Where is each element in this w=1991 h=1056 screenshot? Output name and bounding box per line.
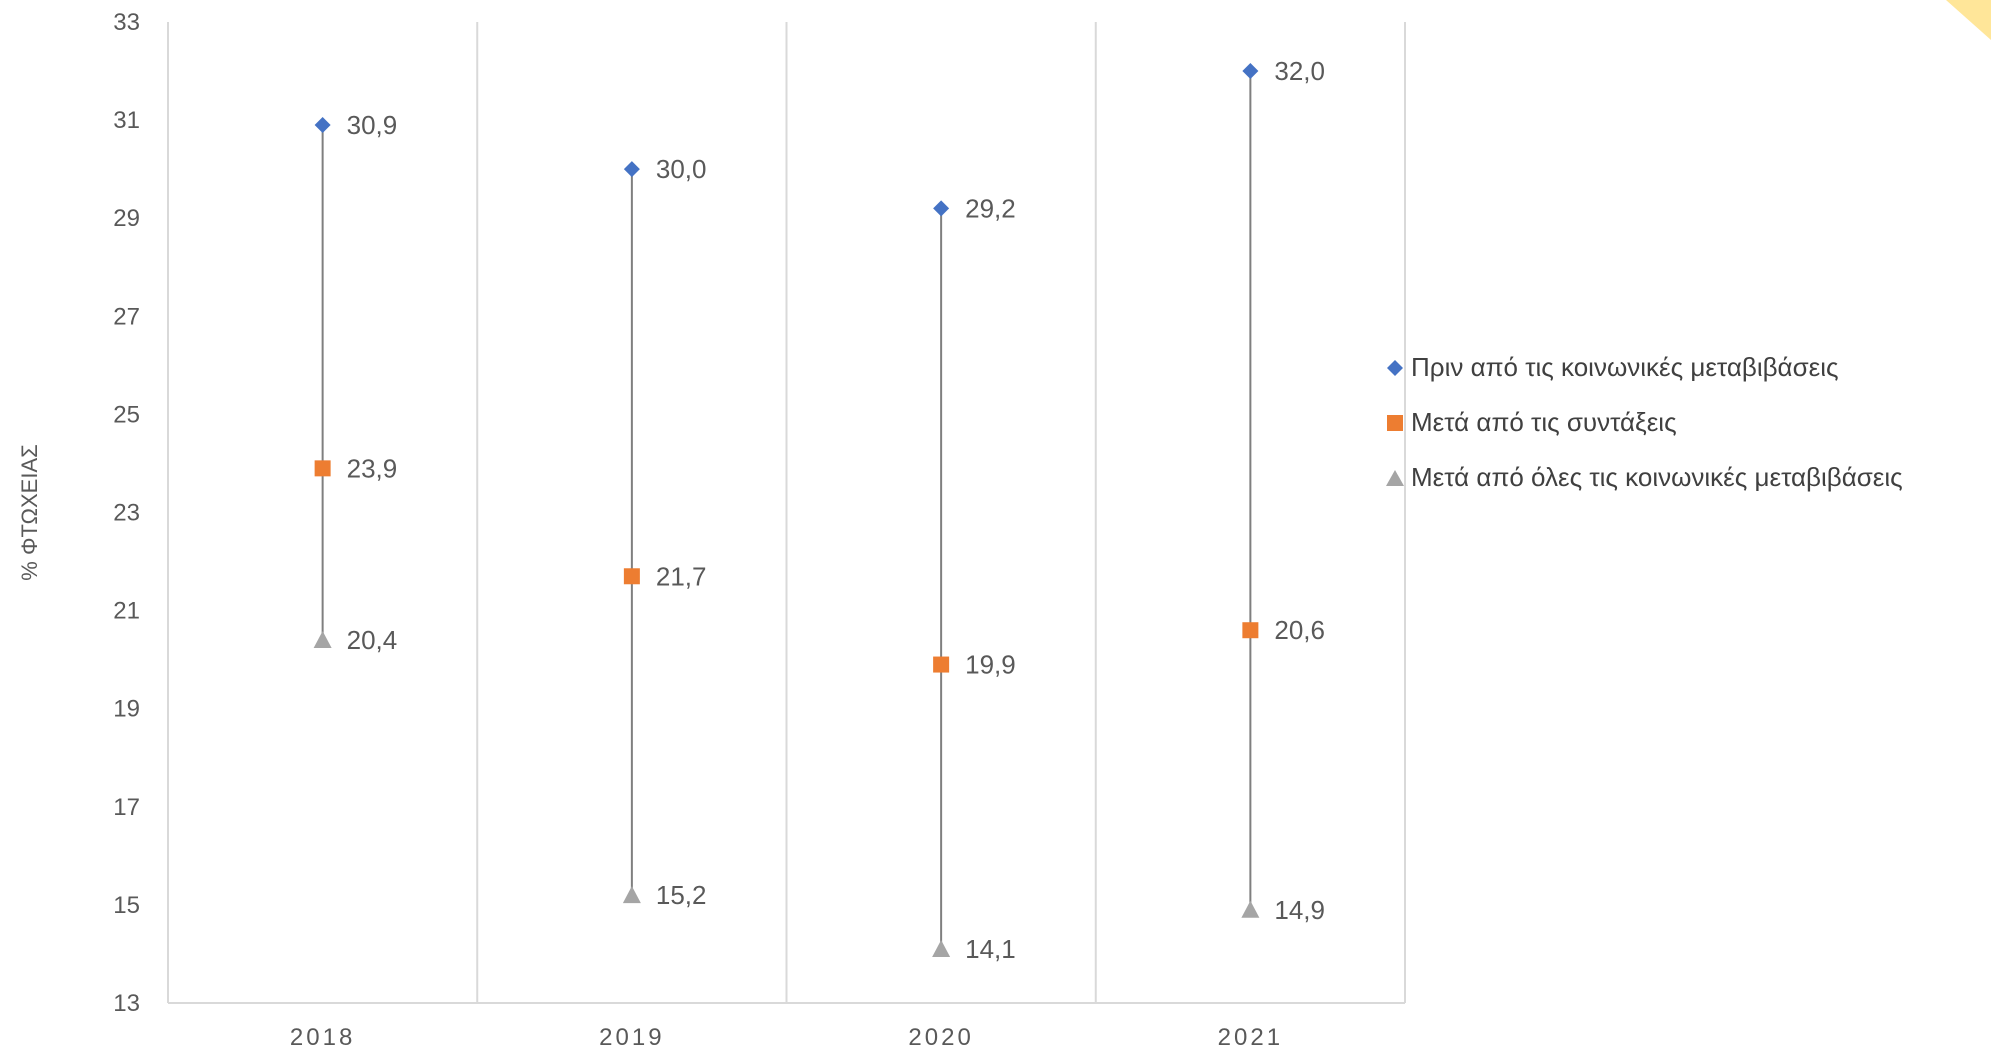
legend-item: Πριν από τις κοινωνικές μεταβιβάσεις xyxy=(1385,340,1903,395)
triangle-legend-icon xyxy=(1386,469,1404,486)
square-marker xyxy=(623,568,640,585)
y-tick-label: 21 xyxy=(113,598,140,625)
triangle-marker xyxy=(313,631,332,649)
diamond-marker xyxy=(314,117,331,134)
data-label: 20,6 xyxy=(1274,615,1325,645)
data-label: 14,9 xyxy=(1274,895,1325,925)
triangle-marker xyxy=(932,940,951,958)
y-tick-label: 19 xyxy=(113,696,140,723)
square-marker xyxy=(933,656,950,673)
legend-item: Μετά από όλες τις κοινωνικές μεταβιβάσει… xyxy=(1385,450,1903,505)
data-label: 14,1 xyxy=(965,934,1016,964)
high-low-lines xyxy=(321,71,1252,950)
data-label: 19,9 xyxy=(965,650,1016,680)
x-tick-label: 2018 xyxy=(290,1024,355,1051)
legend-item: Μετά από τις συντάξεις xyxy=(1385,395,1903,450)
triangle-marker xyxy=(1241,900,1260,918)
y-tick-label: 29 xyxy=(113,205,140,232)
data-label: 32,0 xyxy=(1274,56,1325,86)
y-tick-label: 15 xyxy=(113,892,140,919)
triangle-marker xyxy=(622,886,641,904)
x-tick-label: 2019 xyxy=(599,1024,664,1051)
data-label: 20,4 xyxy=(347,625,398,655)
x-tick-label: 2020 xyxy=(908,1024,973,1051)
data-label: 15,2 xyxy=(656,880,707,910)
data-label: 21,7 xyxy=(656,561,707,591)
grid-lines xyxy=(167,22,1406,1003)
data-label: 30,9 xyxy=(347,110,398,140)
diamond-legend-icon xyxy=(1387,359,1403,376)
y-tick-label: 27 xyxy=(113,303,140,330)
square-marker xyxy=(314,460,331,477)
data-markers xyxy=(313,63,1260,958)
legend: Πριν από τις κοινωνικές μεταβιβάσεις Μετά… xyxy=(1385,340,1903,505)
legend-label: Μετά από όλες τις κοινωνικές μεταβιβάσει… xyxy=(1411,462,1903,492)
y-tick-label: 31 xyxy=(113,107,140,134)
square-legend-icon xyxy=(1387,414,1403,431)
y-tick-label: 33 xyxy=(113,9,140,36)
legend-label: Πριν από τις κοινωνικές μεταβιβάσεις xyxy=(1411,352,1839,382)
y-tick-label: 17 xyxy=(113,794,140,821)
y-tick-label: 23 xyxy=(113,500,140,527)
x-tick-label: 2021 xyxy=(1218,1024,1283,1051)
axes: 13 15 17 19 21 23 25 27 29 31 33 2018 2019 2020 2021 xyxy=(113,9,1405,1051)
y-tick-label: 25 xyxy=(113,401,140,428)
data-label: 29,2 xyxy=(965,193,1016,223)
diamond-marker xyxy=(1242,63,1259,80)
y-tick-label: 13 xyxy=(113,990,140,1017)
data-labels: 30,9 30,0 29,2 32,0 23,9 21,7 19,9 20,6 20,4 15,2… xyxy=(347,56,1325,964)
y-axis-title: % ΦΤΩΧΕΙΑΣ xyxy=(17,444,42,580)
legend-label: Μετά από τις συντάξεις xyxy=(1411,407,1677,437)
corner-decoration xyxy=(1946,0,1991,40)
diamond-marker xyxy=(933,200,950,217)
square-marker xyxy=(1242,622,1259,639)
data-label: 30,0 xyxy=(656,154,707,184)
data-label: 23,9 xyxy=(347,453,398,483)
diamond-marker xyxy=(623,161,640,178)
